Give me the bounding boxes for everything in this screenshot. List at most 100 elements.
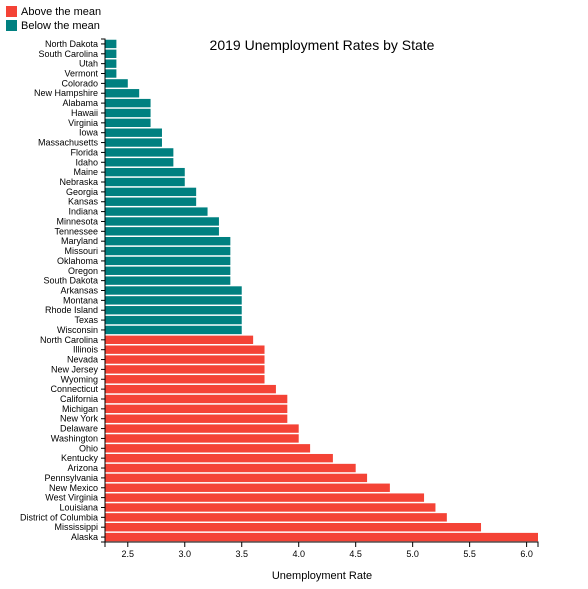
y-tick-label-iowa: Iowa bbox=[79, 128, 98, 138]
y-tick-label-pennsylvania: Pennsylvania bbox=[44, 473, 98, 483]
y-tick-label-tennessee: Tennessee bbox=[54, 226, 98, 236]
y-tick-label-indiana: Indiana bbox=[68, 207, 98, 217]
bar-nevada bbox=[105, 355, 265, 364]
legend-label-below: Below the mean bbox=[21, 20, 100, 32]
y-tick-label-texas: Texas bbox=[74, 315, 98, 325]
y-tick-label-florida: Florida bbox=[70, 147, 98, 157]
bar-new-mexico bbox=[105, 483, 390, 492]
bar-south-dakota bbox=[105, 276, 231, 285]
x-tick-label-6.0: 6.0 bbox=[520, 549, 533, 559]
bar-new-jersey bbox=[105, 365, 265, 374]
bar-west-virginia bbox=[105, 493, 425, 502]
bar-mississippi bbox=[105, 523, 482, 532]
bar-indiana bbox=[105, 207, 208, 216]
y-tick-label-delaware: Delaware bbox=[60, 424, 98, 434]
bar-florida bbox=[105, 148, 174, 157]
y-tick-label-idaho: Idaho bbox=[75, 157, 98, 167]
y-tick-label-kansas: Kansas bbox=[68, 197, 99, 207]
bar-utah bbox=[105, 59, 117, 68]
y-tick-label-new-york: New York bbox=[60, 414, 99, 424]
bar-maryland bbox=[105, 236, 231, 246]
y-tick-label-south-dakota: South Dakota bbox=[43, 276, 98, 286]
y-tick-label-virginia: Virginia bbox=[68, 118, 98, 128]
x-axis-line bbox=[104, 541, 539, 547]
bar-new-york bbox=[105, 414, 288, 423]
bar-maine bbox=[105, 167, 185, 177]
y-tick-label-nebraska: Nebraska bbox=[59, 177, 98, 187]
y-tick-label-arkansas: Arkansas bbox=[60, 286, 98, 296]
y-tick-label-west-virginia: West Virginia bbox=[45, 493, 98, 503]
bar-south-carolina bbox=[105, 49, 117, 58]
legend-swatch-below bbox=[6, 20, 17, 31]
bar-kentucky bbox=[105, 453, 333, 463]
bar-montana bbox=[105, 296, 242, 305]
bar-north-dakota bbox=[105, 39, 117, 49]
bar-oregon bbox=[105, 266, 231, 275]
bar-delaware bbox=[105, 424, 299, 433]
bar-wisconsin bbox=[105, 325, 242, 335]
y-tick-label-oklahoma: Oklahoma bbox=[57, 256, 98, 266]
y-tick-label-new-mexico: New Mexico bbox=[49, 483, 98, 493]
y-tick-label-massachusetts: Massachusetts bbox=[38, 138, 99, 148]
bar-georgia bbox=[105, 187, 197, 197]
bar-alabama bbox=[105, 98, 151, 108]
y-tick-label-nevada: Nevada bbox=[67, 355, 98, 365]
bar-arizona bbox=[105, 463, 356, 473]
bar-north-carolina bbox=[105, 335, 254, 345]
x-axis-title: Unemployment Rate bbox=[272, 570, 372, 582]
y-tick-label-alabama: Alabama bbox=[62, 98, 98, 108]
bar-washington bbox=[105, 434, 299, 443]
legend: Above the mean Below the mean bbox=[6, 6, 101, 32]
bar-oklahoma bbox=[105, 256, 231, 266]
y-axis-line bbox=[101, 38, 106, 543]
bar-group bbox=[105, 39, 538, 542]
bar-tennessee bbox=[105, 227, 219, 236]
bar-iowa bbox=[105, 128, 162, 137]
legend-label-above: Above the mean bbox=[21, 6, 101, 18]
y-tick-label-minnesota: Minnesota bbox=[56, 216, 98, 226]
y-tick-label-oregon: Oregon bbox=[68, 266, 98, 276]
y-tick-label-wisconsin: Wisconsin bbox=[57, 325, 98, 335]
x-tick-label-3.5: 3.5 bbox=[235, 549, 248, 559]
x-tick-label-5.5: 5.5 bbox=[463, 549, 476, 559]
y-tick-label-connecticut: Connecticut bbox=[50, 384, 98, 394]
y-tick-label-north-carolina: North Carolina bbox=[40, 335, 98, 345]
bar-texas bbox=[105, 315, 242, 325]
x-tick-label-4.0: 4.0 bbox=[292, 549, 305, 559]
x-tick-label-4.5: 4.5 bbox=[349, 549, 362, 559]
bar-arkansas bbox=[105, 286, 242, 295]
y-tick-label-colorado: Colorado bbox=[61, 78, 98, 88]
y-tick-label-missouri: Missouri bbox=[64, 246, 98, 256]
y-tick-label-louisiana: Louisiana bbox=[59, 502, 98, 512]
legend-swatch-above bbox=[6, 6, 17, 17]
y-tick-label-california: California bbox=[60, 394, 98, 404]
x-tick-label-3.0: 3.0 bbox=[179, 549, 192, 559]
bar-vermont bbox=[105, 69, 117, 78]
y-tick-label-district-of-columbia: District of Columbia bbox=[20, 512, 98, 522]
bar-minnesota bbox=[105, 217, 219, 226]
y-tick-label-vermont: Vermont bbox=[64, 69, 98, 79]
bar-illinois bbox=[105, 345, 265, 354]
y-tick-label-alaska: Alaska bbox=[71, 532, 98, 542]
chart-title: 2019 Unemployment Rates by State bbox=[210, 37, 435, 53]
y-tick-label-arizona: Arizona bbox=[67, 463, 98, 473]
y-tick-label-ohio: Ohio bbox=[79, 443, 98, 453]
bar-massachusetts bbox=[105, 138, 162, 147]
bar-ohio bbox=[105, 444, 311, 453]
y-tick-label-maryland: Maryland bbox=[61, 236, 98, 246]
bar-nebraska bbox=[105, 177, 185, 187]
y-tick-label-south-carolina: South Carolina bbox=[38, 49, 98, 59]
bar-louisiana bbox=[105, 503, 436, 512]
bar-virginia bbox=[105, 118, 151, 128]
y-tick-label-north-dakota: North Dakota bbox=[45, 39, 98, 49]
y-tick-label-michigan: Michigan bbox=[62, 404, 98, 414]
bar-wyoming bbox=[105, 375, 265, 384]
y-tick-label-georgia: Georgia bbox=[66, 187, 98, 197]
y-tick-label-mississippi: Mississippi bbox=[54, 522, 98, 532]
bar-kansas bbox=[105, 197, 197, 206]
x-axis: 2.5 3.0 3.5 4.0 4.5 5.0 5.5 6.0 bbox=[104, 541, 539, 559]
y-tick-label-new-jersey: New Jersey bbox=[51, 364, 99, 374]
bar-hawaii bbox=[105, 108, 151, 118]
bar-new-hampshire bbox=[105, 89, 140, 98]
